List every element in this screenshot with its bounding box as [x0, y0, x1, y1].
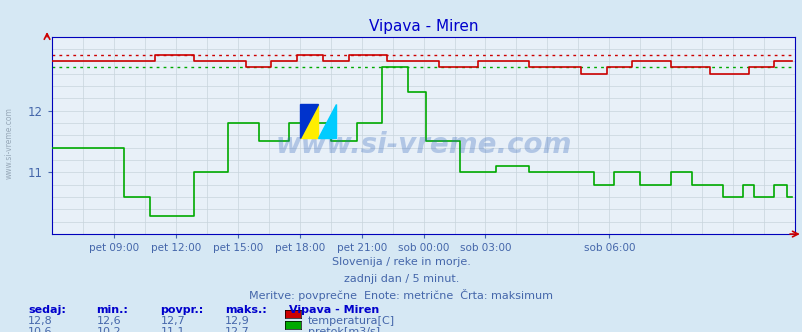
Text: zadnji dan / 5 minut.: zadnji dan / 5 minut. — [343, 274, 459, 284]
Text: www.si-vreme.com: www.si-vreme.com — [5, 107, 14, 179]
Text: min.:: min.: — [96, 305, 128, 315]
Text: www.si-vreme.com: www.si-vreme.com — [275, 131, 571, 159]
Text: Vipava - Miren: Vipava - Miren — [289, 305, 379, 315]
Text: povpr.:: povpr.: — [160, 305, 204, 315]
Text: maks.:: maks.: — [225, 305, 266, 315]
Text: 12,8: 12,8 — [28, 316, 53, 326]
Text: 11,1: 11,1 — [160, 327, 185, 332]
Polygon shape — [318, 105, 335, 138]
Text: 12,7: 12,7 — [225, 327, 249, 332]
Text: Slovenija / reke in morje.: Slovenija / reke in morje. — [332, 257, 470, 267]
Text: temperatura[C]: temperatura[C] — [307, 316, 394, 326]
Polygon shape — [299, 105, 318, 138]
Text: Meritve: povprečne  Enote: metrične  Črta: maksimum: Meritve: povprečne Enote: metrične Črta:… — [249, 289, 553, 301]
Text: 10,6: 10,6 — [28, 327, 53, 332]
Text: pretok[m3/s]: pretok[m3/s] — [307, 327, 379, 332]
Text: 12,9: 12,9 — [225, 316, 249, 326]
Text: 12,6: 12,6 — [96, 316, 121, 326]
Title: Vipava - Miren: Vipava - Miren — [368, 19, 478, 34]
Text: sedaj:: sedaj: — [28, 305, 66, 315]
Polygon shape — [299, 105, 318, 138]
Text: 12,7: 12,7 — [160, 316, 185, 326]
Text: 10,2: 10,2 — [96, 327, 121, 332]
